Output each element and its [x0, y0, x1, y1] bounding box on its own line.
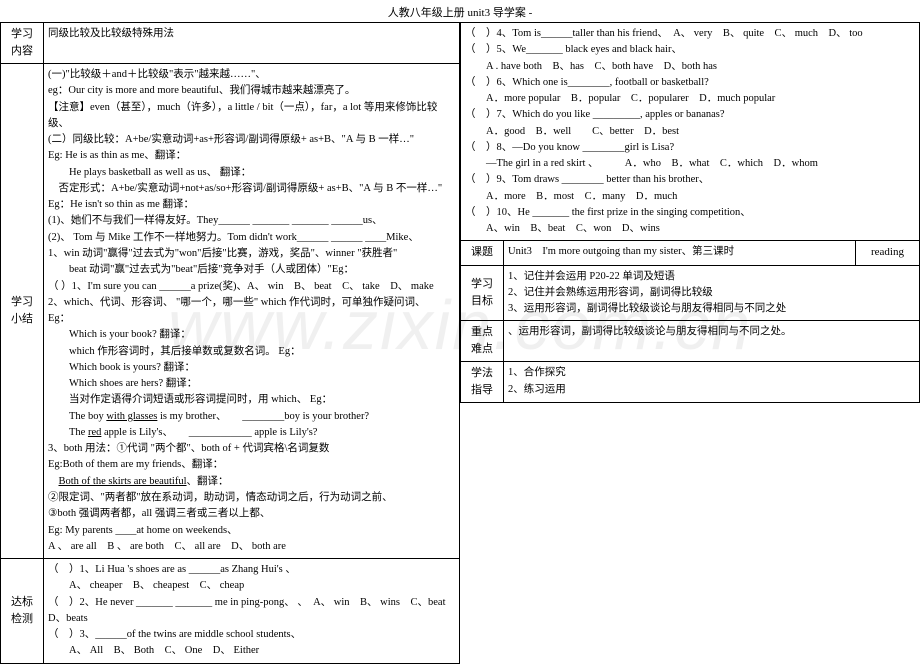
focus-label: 重点 难点 — [461, 321, 504, 362]
left-row1-label: 学习 内容 — [1, 23, 44, 64]
left-row1-content: 同级比较及比较级特殊用法 — [44, 23, 460, 64]
topic-label: 课题 — [461, 241, 504, 265]
focus-content: 、运用形容词，副词得比较级谈论与朋友得相同与不同之处。 — [504, 321, 920, 362]
left-table: 学习 内容 同级比较及比较级特殊用法 学习 小结 (一)"比较级＋and＋比较级… — [0, 22, 460, 664]
reading-cell: reading — [856, 241, 920, 265]
method-label: 学法 指导 — [461, 362, 504, 403]
goal-label: 学习 目标 — [461, 265, 504, 321]
left-row2-content: (一)"比较级＋and＋比较级"表示"越来越……"、eg：Our city is… — [44, 64, 460, 559]
page-header: 人教八年级上册 unit3 导学案 - — [0, 0, 920, 22]
left-row3-label: 达标 检测 — [1, 559, 44, 664]
left-row2-label: 学习 小结 — [1, 64, 44, 559]
goal-content: 1、记住并会运用 P20-22 单词及短语2、记住并会熟练运用形容词，副词得比较… — [504, 265, 920, 321]
topic-content: Unit3 I'm more outgoing than my sister、第… — [504, 241, 856, 265]
method-content: 1、合作探究2、练习运用 — [504, 362, 920, 403]
right-table: （ ）4、Tom is______taller than his friend、… — [460, 22, 920, 403]
left-row3-content: （ ）1、Li Hua 's shoes are as ______as Zha… — [44, 559, 460, 664]
right-row1-content: （ ）4、Tom is______taller than his friend、… — [461, 23, 920, 241]
